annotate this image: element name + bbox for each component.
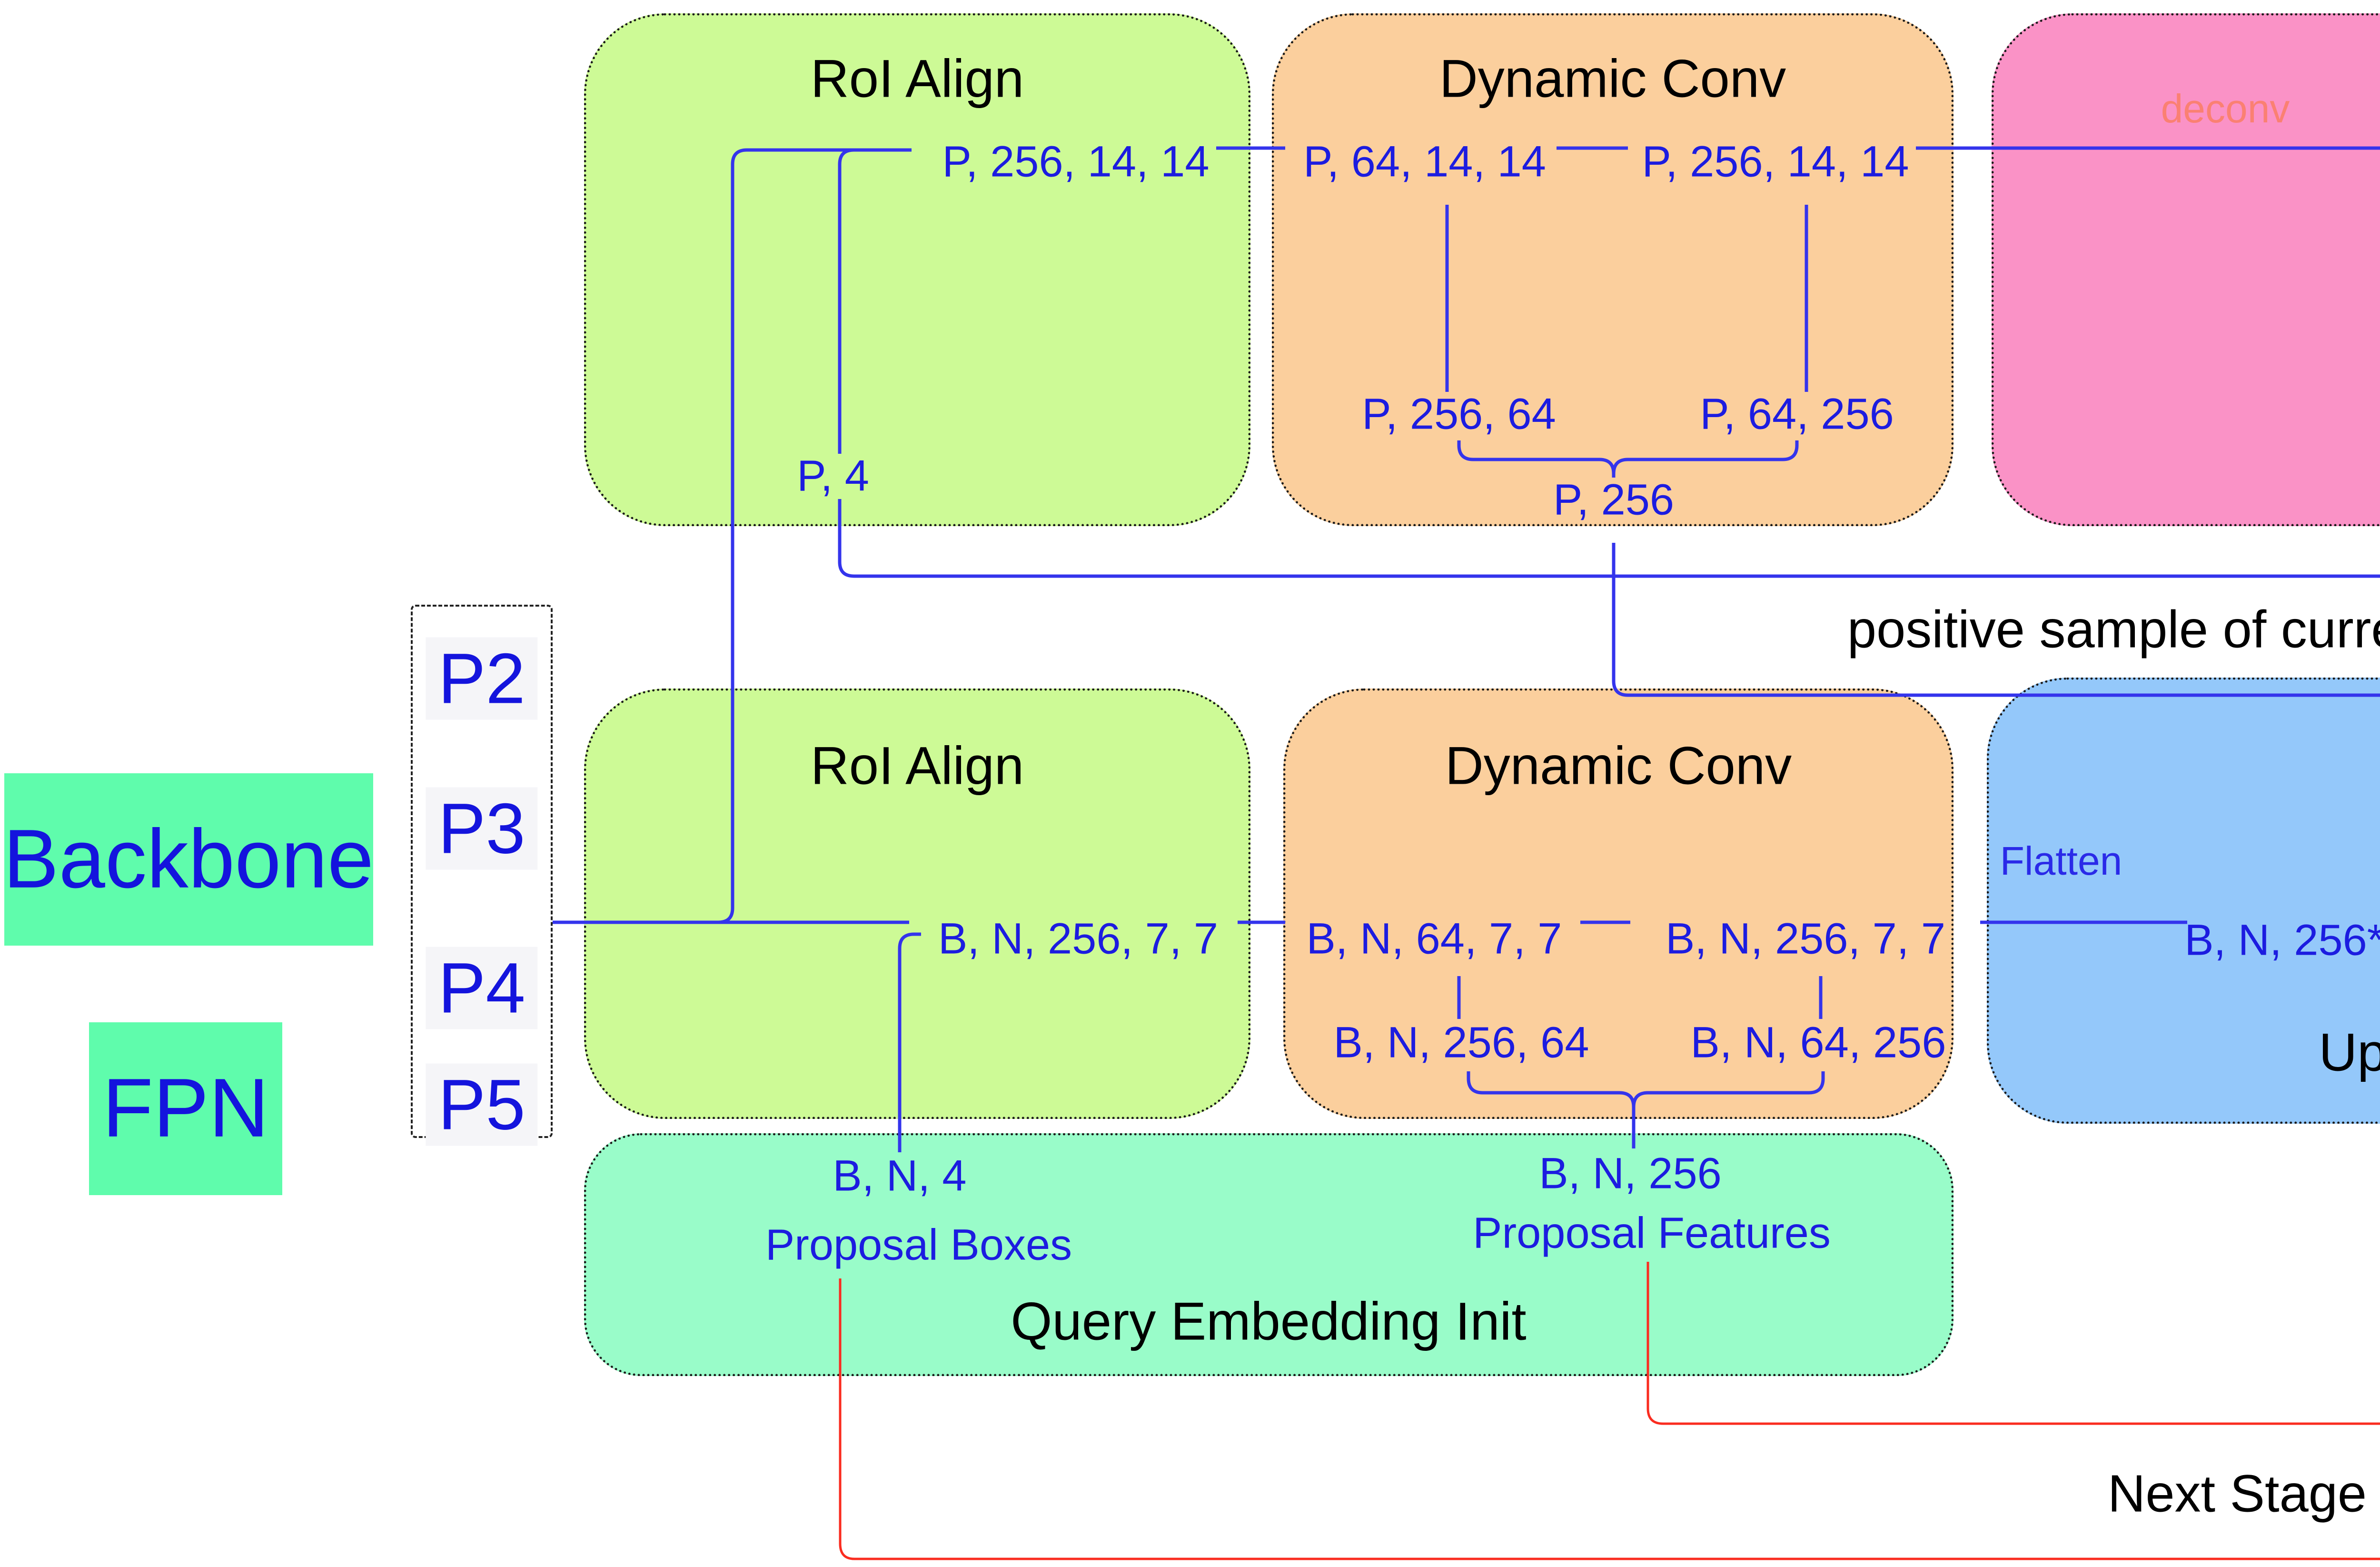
box-conv1-out: B, N, 64, 7, 7 xyxy=(1306,914,1562,963)
update-query-title: Updata Query xyxy=(2319,1022,2380,1082)
mask-dynamic-conv-title: Dynamic Conv xyxy=(1439,49,1786,109)
box-conv2-out: B, N, 256, 7, 7 xyxy=(1665,914,1946,963)
mask-query-in: P, 256 xyxy=(1553,475,1675,524)
box-dynamic-conv-title: Dynamic Conv xyxy=(1445,736,1792,796)
fpn-label: FPN xyxy=(102,1061,269,1155)
fpn-level-p5: P5 xyxy=(426,1063,538,1146)
box-dynamic-conv-box xyxy=(1283,689,1954,1119)
mask-roi-align-title: RoI Align xyxy=(810,49,1024,109)
mask-roi-feat: P, 256, 14, 14 xyxy=(942,137,1210,186)
deconv-label: deconv xyxy=(2161,86,2290,131)
init-feats-label: Proposal Features xyxy=(1473,1208,1831,1258)
mask-conv2-out: P, 256, 14, 14 xyxy=(1642,137,1909,186)
init-feats-dim: B, N, 256 xyxy=(1539,1149,1722,1198)
mask-param2: P, 64, 256 xyxy=(1700,389,1894,439)
flatten-label: Flatten xyxy=(2000,838,2122,883)
init-boxes-label: Proposal Boxes xyxy=(765,1220,1072,1269)
mask-boxes-in: P, 4 xyxy=(797,451,869,500)
mask-roi-align-box xyxy=(584,13,1250,526)
backbone-label: Backbone xyxy=(3,812,374,906)
fpn-level-p4: P4 xyxy=(426,947,538,1029)
query-embedding-init-title: Query Embedding Init xyxy=(1011,1291,1527,1351)
positive-sample-annotation: positive sample of current batch images xyxy=(1847,600,2380,659)
init-boxes-dim: B, N, 4 xyxy=(833,1151,967,1200)
fpn-level-p2: P2 xyxy=(426,637,538,720)
next-stage-annotation: Next Stage xyxy=(2107,1464,2367,1523)
box-param1: B, N, 256, 64 xyxy=(1333,1018,1589,1067)
backbone-box xyxy=(4,773,373,946)
fpn-level-p3: P3 xyxy=(426,787,538,870)
box-roi-feat: B, N, 256, 7, 7 xyxy=(938,914,1219,963)
mask-param1: P, 256, 64 xyxy=(1362,389,1556,439)
box-roi-align-title: RoI Align xyxy=(810,736,1024,796)
box-param2: B, N, 64, 256 xyxy=(1690,1018,1946,1067)
mask-head-box xyxy=(1992,13,2380,526)
box-flatten-out: B, N, 256*7*7 xyxy=(2184,916,2380,965)
mask-conv1-out: P, 64, 14, 14 xyxy=(1303,137,1546,186)
fpn-box xyxy=(89,1022,282,1195)
